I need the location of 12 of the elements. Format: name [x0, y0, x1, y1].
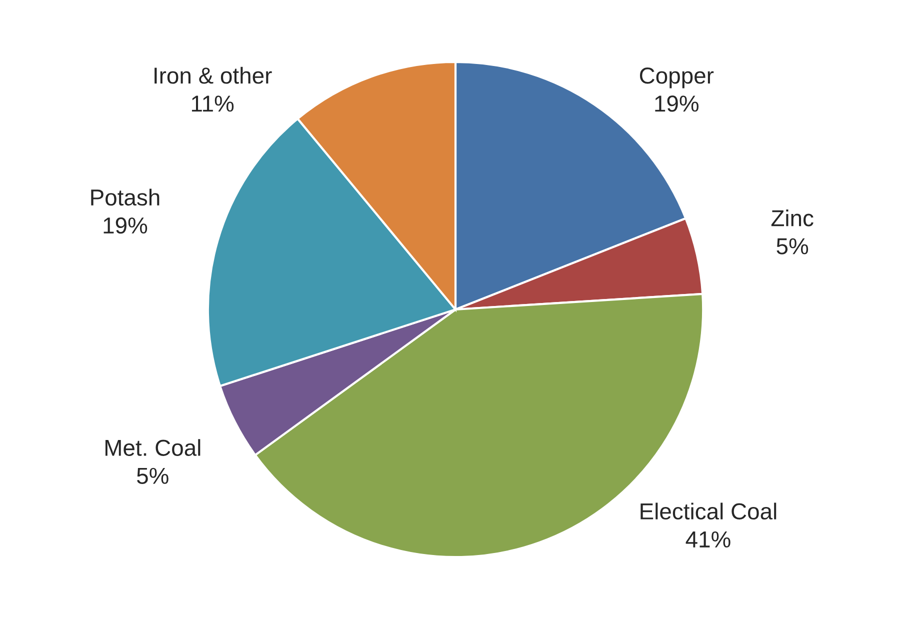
data-label: 19% — [655, 96, 699, 112]
data-label: 11% — [192, 96, 234, 112]
slice-label: Potash — [91, 188, 160, 206]
slice-label: Copper — [640, 68, 714, 88]
slice-label: Electical Coal — [640, 502, 776, 520]
slice-label: Iron & other — [154, 66, 272, 84]
data-label: 19% — [104, 217, 148, 234]
slice-label: Met. Coal — [106, 439, 200, 456]
data-label: 5% — [137, 468, 168, 484]
slice-label: Zinc — [771, 210, 814, 226]
data-label: 41% — [686, 531, 730, 548]
data-label: 5% — [776, 238, 808, 254]
